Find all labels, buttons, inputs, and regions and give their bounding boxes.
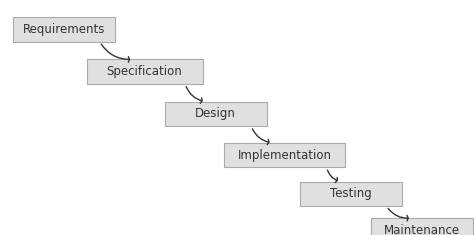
Text: Requirements: Requirements (23, 23, 105, 36)
Text: Specification: Specification (107, 65, 182, 78)
FancyBboxPatch shape (13, 17, 115, 42)
FancyBboxPatch shape (300, 181, 401, 206)
FancyBboxPatch shape (371, 218, 473, 235)
FancyBboxPatch shape (224, 143, 345, 167)
Text: Design: Design (195, 107, 236, 121)
Text: Maintenance: Maintenance (384, 224, 460, 235)
Text: Testing: Testing (330, 187, 372, 200)
FancyBboxPatch shape (86, 59, 202, 84)
FancyBboxPatch shape (165, 102, 266, 126)
Text: Implementation: Implementation (237, 149, 331, 162)
